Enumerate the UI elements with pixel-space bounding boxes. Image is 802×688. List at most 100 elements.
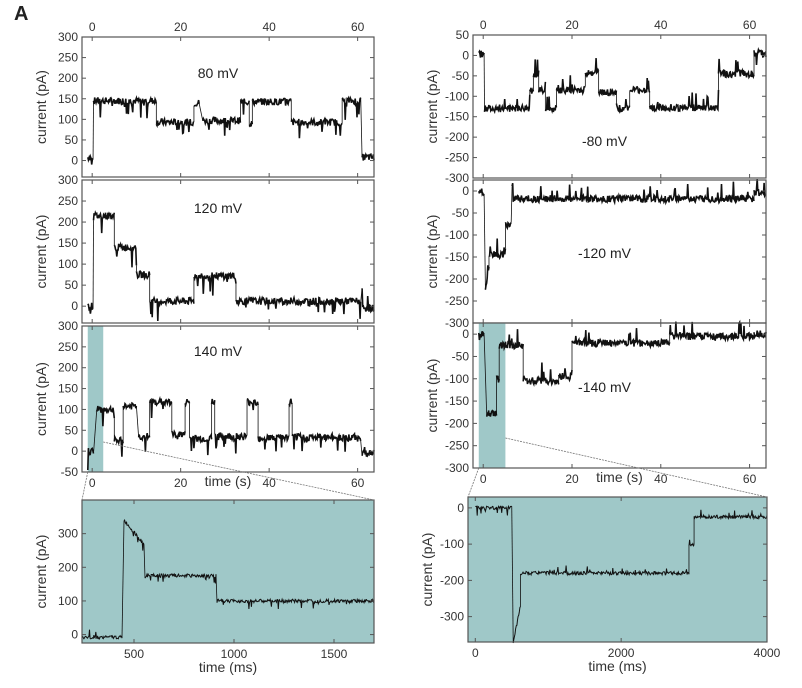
y-tick-label: 50 xyxy=(65,423,79,437)
trace-transition xyxy=(143,544,146,579)
trace-segment xyxy=(544,96,558,114)
zoom-connector-right-left xyxy=(467,467,480,498)
trace-transition xyxy=(136,405,140,438)
y-axis-title: current (pA) xyxy=(419,533,435,607)
trace-segment xyxy=(512,606,521,644)
trace-segment xyxy=(291,430,362,452)
figure-letter: A xyxy=(14,3,28,25)
trace xyxy=(87,94,375,165)
trace-segment xyxy=(488,238,507,261)
trace-segment xyxy=(511,181,755,206)
y-tick-label: 0 xyxy=(71,299,78,313)
trace xyxy=(81,519,375,640)
y-tick-label: -200 xyxy=(445,272,469,286)
trace-segment xyxy=(148,395,172,419)
y-tick-label: 50 xyxy=(456,28,470,42)
x-tick-label: 0 xyxy=(472,646,479,660)
trace-segment xyxy=(87,302,94,314)
trace-segment xyxy=(137,432,151,452)
y-axis-title: current (pA) xyxy=(424,70,440,144)
x-tick-label: 2000 xyxy=(608,646,635,660)
trace-segment xyxy=(478,49,485,58)
trace-segment xyxy=(184,398,191,408)
y-tick-label: 300 xyxy=(58,173,78,187)
y-tick-label: -300 xyxy=(440,610,464,624)
trace-segment xyxy=(214,431,248,454)
voltage-label: -120 mV xyxy=(578,245,632,261)
chart-p120: 0 50 100 150 200 250 300 current (pA) 120 mV xyxy=(33,173,375,324)
y-tick-label: 200 xyxy=(58,560,78,574)
trace-segment xyxy=(597,87,618,98)
trace-segment xyxy=(95,404,116,427)
y-tick-label: -150 xyxy=(445,250,469,264)
trace-segment xyxy=(498,329,524,352)
x-tick-label: 0 xyxy=(89,476,96,490)
y-tick-label: -50 xyxy=(452,349,470,363)
trace-transition xyxy=(510,186,513,223)
y-tick-label: 150 xyxy=(58,382,78,396)
trace-segment xyxy=(81,629,123,640)
trace xyxy=(475,504,768,644)
trace-segment xyxy=(693,509,768,521)
y-axis-title: current (pA) xyxy=(424,359,440,433)
y-tick-label: 200 xyxy=(58,215,78,229)
plot-frame xyxy=(472,322,767,469)
trace-transition xyxy=(483,334,488,417)
voltage-label: 80 mV xyxy=(198,65,239,81)
y-tick-label: 150 xyxy=(58,236,78,250)
trace-segment xyxy=(522,362,560,388)
y-tick-label: 200 xyxy=(58,361,78,375)
y-tick-label: -200 xyxy=(445,416,469,430)
y-axis-title: current (pA) xyxy=(424,215,440,289)
trace-segment xyxy=(149,294,195,322)
x-tick-label: 20 xyxy=(565,472,579,486)
voltage-label: -140 mV xyxy=(578,379,632,395)
y-tick-label: 300 xyxy=(58,319,78,333)
trace-segment xyxy=(648,89,720,113)
y-tick-label: -100 xyxy=(440,537,464,551)
trace-transition xyxy=(511,506,514,644)
trace-segment xyxy=(246,398,259,411)
x-tick-label: 4000 xyxy=(754,646,781,660)
y-tick-label: 0 xyxy=(71,444,78,458)
y-tick-label: -300 xyxy=(445,171,469,185)
trace-transition xyxy=(483,193,486,290)
x-tick-label-top: 40 xyxy=(654,18,668,32)
x-tick-label: 20 xyxy=(174,476,188,490)
trace-segment xyxy=(484,265,490,290)
trace-segment xyxy=(361,446,375,458)
plot-frame xyxy=(81,179,375,324)
trace-segment xyxy=(753,178,767,199)
y-tick-label: -250 xyxy=(445,151,469,165)
chart-p140: -50 0 50 100 150 200 250 300 0 20 40 60 current (pA)… xyxy=(33,319,375,490)
y-tick-label: 100 xyxy=(58,112,78,126)
x-tick-label: 0 xyxy=(480,472,487,486)
trace-segment xyxy=(753,330,767,340)
trace-segment xyxy=(135,270,151,281)
trace-segment xyxy=(210,398,216,405)
trace-segment xyxy=(717,58,755,80)
trace-transition xyxy=(121,520,125,639)
plot-frame xyxy=(81,36,375,178)
y-tick-label: -250 xyxy=(445,294,469,308)
trace-segment xyxy=(478,330,485,341)
trace xyxy=(478,319,767,417)
y-axis-title: current (pA) xyxy=(33,535,49,609)
y-tick-label: 300 xyxy=(58,527,78,541)
y-tick-label: -50 xyxy=(452,69,470,83)
trace-segment xyxy=(483,94,531,115)
trace-segment xyxy=(495,375,500,383)
y-tick-label: -300 xyxy=(445,316,469,330)
highlight-region xyxy=(87,326,104,472)
y-tick-label: -300 xyxy=(445,461,469,475)
trace-segment xyxy=(571,328,671,350)
trace-transition xyxy=(93,411,97,454)
plot-frame xyxy=(81,325,375,473)
y-tick-label: -200 xyxy=(445,130,469,144)
y-tick-label: -200 xyxy=(440,573,464,587)
y-tick-label: 50 xyxy=(65,133,79,147)
trace-segment xyxy=(235,294,362,319)
y-tick-label: 250 xyxy=(58,51,78,65)
trace-segment xyxy=(290,116,343,139)
